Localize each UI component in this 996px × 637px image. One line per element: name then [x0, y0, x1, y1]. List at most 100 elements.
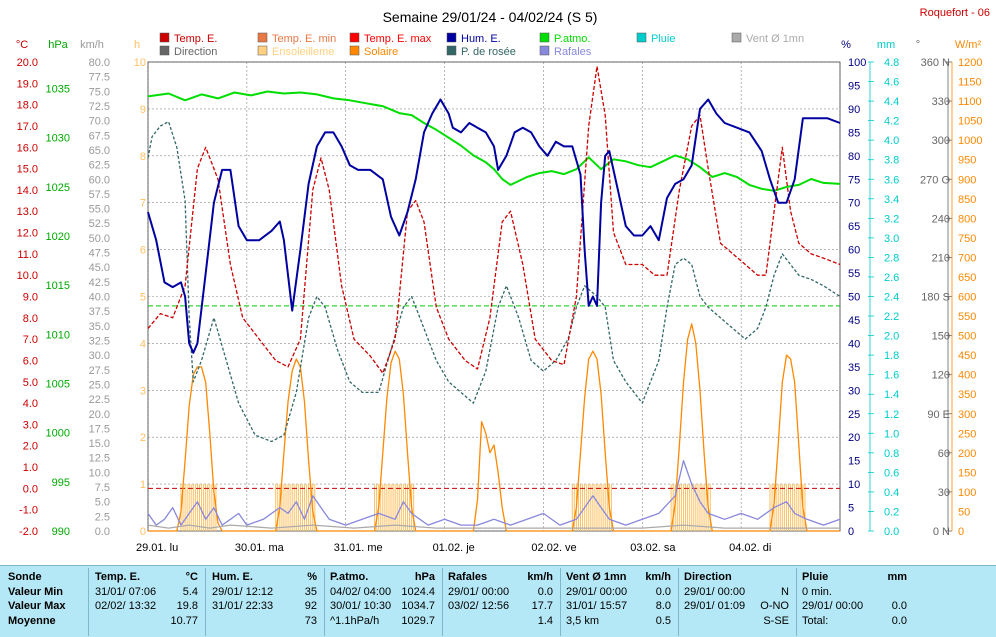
axis-tick-temp: 6.0: [23, 355, 38, 367]
axis-tick-dir: 150: [932, 331, 950, 343]
axis-tick-rain: 1.6: [884, 370, 899, 382]
axis-tick-rain: 2.2: [884, 311, 899, 323]
stats-unit: km/h: [645, 571, 671, 583]
stats-unit: hPa: [414, 571, 435, 583]
axis-tick-temp: 13.0: [17, 206, 38, 218]
axis-tick-wind: 30.0: [89, 350, 110, 362]
stats-date: 03/02/ 12:56: [448, 600, 510, 612]
series-solaire: [148, 323, 840, 532]
stats-date: 31/01/ 07:06: [95, 585, 157, 598]
legend-swatch: [446, 32, 457, 43]
stats-row: 29/01/ 00:00 0.0: [802, 599, 907, 614]
axis-tick-temp: 5.0: [23, 377, 38, 389]
stats-value: 19.8: [176, 600, 198, 612]
axis-tick-solar: 1200: [958, 57, 982, 69]
stats-row: 31/01/ 22:33 92: [212, 599, 317, 614]
axis-tick-rain: 1.8: [884, 350, 899, 362]
stats-title-text: Temp. E.: [95, 571, 141, 583]
stats-value: 1.4: [537, 614, 553, 627]
axis-tick-rain: 0.4: [884, 487, 899, 499]
axis-tick-temp: 0.0: [23, 483, 38, 495]
stats-value: 8.0: [655, 600, 671, 612]
legend-swatch: [539, 32, 550, 43]
axis-tick-rain: 3.0: [884, 233, 899, 245]
stats-col-title: Hum. E.%: [212, 570, 317, 585]
axis-tick-wind: 32.5: [89, 335, 110, 347]
axis-tick-solar: 900: [958, 174, 976, 186]
axis-tick-solar: 550: [958, 311, 976, 323]
axis-tick-solar: 1000: [958, 135, 982, 147]
axis-tick-temp: 16.0: [17, 142, 38, 154]
axis-tick-wind: 2.5: [95, 511, 110, 523]
stats-value: 35: [304, 585, 317, 598]
legend-swatch: [349, 32, 360, 43]
axis-tick-wind: 5.0: [95, 497, 110, 509]
axis-tick-solar: 200: [958, 448, 976, 460]
legend-label: Pluie: [651, 33, 675, 45]
axis-tick-hum: 100: [848, 57, 866, 69]
axis-tick-solar: 600: [958, 292, 976, 304]
axis-tick-temp: 7.0: [23, 334, 38, 346]
legend-label: P. de rosée: [461, 46, 516, 58]
legend-swatch: [159, 32, 170, 43]
chart-title: Semaine 29/01/24 - 04/02/24 (S 5): [383, 9, 598, 25]
stats-row: Total: 0.0: [802, 614, 907, 629]
axis-tick-solar: 950: [958, 155, 976, 167]
axis-tick-rain: 4.2: [884, 116, 899, 128]
stats-unit: %: [307, 571, 317, 583]
axis-tick-rain: 3.8: [884, 155, 899, 167]
axis-unit-pres: hPa: [48, 39, 68, 51]
axis-tick-wind: 60.0: [89, 174, 110, 186]
axis-tick-sun: 3: [140, 385, 146, 397]
axis-unit-rain: mm: [877, 39, 895, 51]
axis-tick-hum: 0: [848, 526, 854, 538]
weather-chart: Semaine 29/01/24 - 04/02/24 (S 5) Roquef…: [16, 7, 990, 554]
plot-area: [147, 65, 841, 532]
axis-tick-rain: 0.2: [884, 506, 899, 518]
axis-tick-hum: 80: [848, 151, 860, 163]
axis-tick-pres: 1030: [46, 133, 70, 145]
stats-value: N: [781, 585, 789, 598]
axis-tick-hum: 85: [848, 127, 860, 139]
legend-swatch: [349, 45, 360, 56]
stats-value: S-SE: [763, 614, 789, 627]
axis-tick-rain: 1.0: [884, 428, 899, 440]
legend-label: Temp. E. max: [364, 33, 432, 45]
stats-col-dir: Direction 29/01/ 00:00 N 29/01/ 01:09 O-NO S-…: [684, 570, 789, 628]
legend-swatch: [257, 45, 268, 56]
stats-row: 31/01/ 15:57 8.0: [566, 599, 671, 614]
stats-unit: mm: [887, 571, 907, 583]
stats-date: 29/01/ 00:00: [802, 600, 864, 612]
axis-tick-wind: 70.0: [89, 116, 110, 128]
axis-tick-wind: 80.0: [89, 57, 110, 69]
legend-label: Ensoleilleme: [272, 46, 334, 58]
stats-date: 31/01/ 15:57: [566, 600, 628, 612]
axis-tick-sun: 9: [140, 104, 146, 116]
axis-tick-wind: 7.5: [95, 482, 110, 494]
stats-col-title: Temp. E. °C: [95, 570, 198, 585]
legend-swatch: [159, 45, 170, 56]
axis-tick-solar: 1150: [958, 77, 982, 89]
stats-date: 3,5 km: [566, 614, 600, 627]
axis-tick-solar: 400: [958, 370, 976, 382]
x-tick-label: 03.02. sa: [630, 542, 676, 554]
stats-row: 73: [212, 614, 317, 629]
axis-tick-temp: 14.0: [17, 185, 38, 197]
stats-title-text: P.atmo.: [330, 571, 369, 583]
axis-tick-sun: 7: [140, 198, 146, 210]
axis-tick-pres: 1035: [46, 84, 70, 96]
axis-unit-wind: km/h: [80, 39, 104, 51]
axis-tick-dir: 330: [932, 96, 950, 108]
stats-col-title: P.atmo. hPa: [330, 570, 435, 585]
stats-col-temp: Temp. E. °C 31/01/ 07:06 5.4 02/02/ 13:32 19.…: [95, 570, 198, 628]
axis-tick-hum: 50: [848, 292, 860, 304]
stats-value: 10.77: [170, 614, 198, 627]
stats-row-max: Valeur Max: [8, 600, 66, 612]
axis-tick-sun: 4: [140, 338, 146, 350]
axis-tick-rain: 1.4: [884, 389, 899, 401]
x-tick-label: 04.02. di: [729, 542, 771, 554]
stats-date: Total:: [802, 614, 829, 627]
stats-row: 1.4: [448, 614, 553, 629]
stats-row-mean: Moyenne: [8, 614, 56, 627]
stats-row-min: Valeur Min: [8, 585, 64, 598]
